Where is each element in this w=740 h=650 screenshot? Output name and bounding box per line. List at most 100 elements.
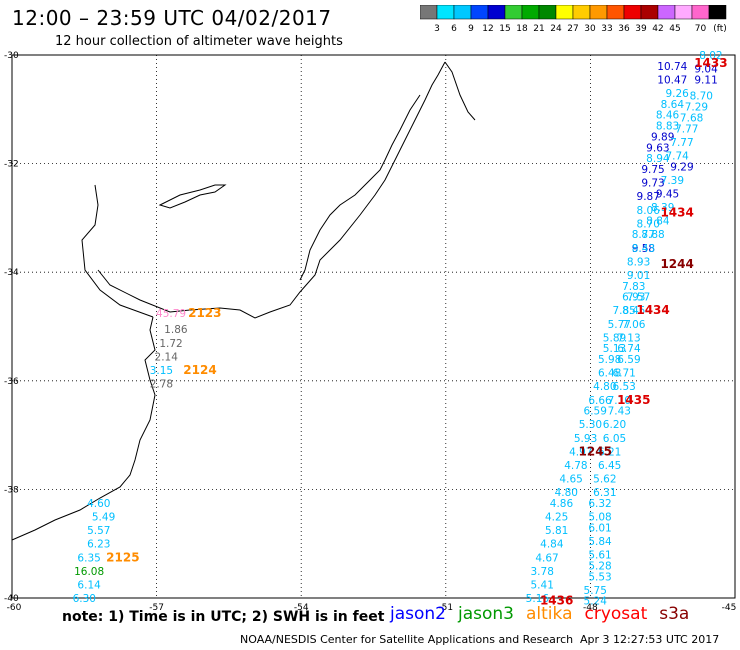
swh-value: 5.41 (531, 579, 554, 591)
map-title: 12:00 – 23:59 UTC 04/02/2017 (12, 6, 332, 30)
swh-value: 7.06 (622, 319, 646, 331)
colorbar-swatch (589, 5, 608, 20)
pass-time-label: 1244 (660, 257, 693, 271)
colorbar-label: 24 (550, 24, 562, 34)
swh-value: 6.20 (603, 419, 626, 431)
pass-time-label: 1434 (636, 303, 669, 317)
swh-value: 8.64 (661, 99, 685, 111)
pass-time-label: 1435 (617, 393, 650, 407)
swh-value: 9.45 (656, 188, 679, 200)
colorbar-label: 18 (516, 24, 528, 34)
colorbar-label: 15 (499, 24, 510, 34)
satellite-legend-altika: altika (526, 604, 573, 624)
colorbar-swatch (657, 5, 676, 20)
axis-labels: -30-32-34-36-38-40-60 -57 -54 -51 -48 -45 (4, 51, 736, 613)
swh-value: 4.67 (535, 552, 558, 564)
lagoon-mirim (158, 184, 227, 209)
colorbar-swatch (470, 5, 489, 20)
swh-value: 45.79 (156, 308, 186, 320)
colorbar-swatch (487, 5, 506, 20)
swh-value: 4.25 (545, 512, 568, 524)
swh-value: 3.15 (150, 365, 173, 377)
colorbar-label: 27 (567, 24, 578, 34)
swh-value: 8.77 (632, 229, 655, 241)
swh-value: 9.73 (641, 178, 664, 190)
swh-value: 4.86 (550, 498, 574, 510)
colorbar-label: 33 (601, 24, 612, 34)
satellite-legend-jason2: jason2 (390, 604, 446, 624)
swh-value: 8.39 (651, 202, 674, 214)
colorbar-label: 6 (451, 24, 457, 34)
swh-value: 2.14 (155, 351, 179, 363)
swh-value: 5.28 (588, 560, 611, 572)
swh-value: 9.11 (694, 74, 717, 86)
colorbar-label: 36 (618, 24, 630, 34)
colorbar-label: 45 (669, 24, 680, 34)
swh-value: 9.63 (646, 142, 669, 154)
swh-value: 5.93 (574, 433, 597, 445)
swh-value: 9.89 (651, 131, 674, 143)
lat-lon-grid (12, 55, 735, 598)
colorbar-swatch (453, 5, 472, 20)
pass-time-label: 1245 (579, 444, 612, 458)
swh-value: 8.94 (646, 153, 670, 165)
colorbar-label: 3 (434, 24, 440, 34)
swh-value: 5.49 (92, 512, 115, 524)
coastline (11, 61, 476, 541)
swh-value: 5.77 (608, 319, 631, 331)
swh-value: 5.81 (545, 525, 568, 537)
lat-label: -40 (4, 594, 19, 604)
credit-timestamp: Apr 3 12:27:53 UTC 2017 (580, 633, 720, 646)
colorbar-unit: (ft) (713, 24, 727, 34)
map-frame (11, 54, 736, 599)
swh-value: 6.53 (612, 381, 635, 393)
swh-value: 4.78 (564, 460, 587, 472)
lon-label: -60 (7, 603, 22, 613)
swh-value: 9.01 (627, 270, 650, 282)
swh-value: 6.48 (598, 368, 621, 380)
colorbar-label: 9 (468, 24, 474, 34)
coastline-uruguay-argentina (11, 61, 446, 541)
swh-value: 9.87 (637, 191, 660, 203)
swh-value: 6.59 (584, 406, 607, 418)
swh-value: 1.72 (159, 338, 182, 350)
colorbar-swatch (606, 5, 625, 20)
swh-value: 5.08 (588, 512, 611, 524)
lat-label: -36 (4, 377, 19, 387)
coastline-lagoon (299, 94, 421, 281)
swh-value: 6.35 (77, 552, 100, 564)
swh-value: 4.80 (555, 487, 578, 499)
colorbar-swatch (504, 5, 523, 20)
swh-value: 1.86 (164, 324, 188, 336)
swh-value: 8.70 (690, 91, 713, 103)
colorbar-swatch (521, 5, 540, 20)
swh-value: 9.04 (694, 64, 718, 76)
swh-value: 6.45 (598, 460, 621, 472)
swh-value: 7.39 (661, 175, 684, 187)
swh-value: 5.53 (588, 571, 611, 583)
lon-label: -45 (722, 603, 737, 613)
swh-value: 8.46 (656, 110, 680, 122)
swh-value: 4.84 (540, 539, 564, 551)
swh-value: 5.89 (603, 332, 626, 344)
swh-value: 5.30 (579, 419, 602, 431)
colorbar-swatch (691, 5, 710, 20)
colorbar-swatch (708, 5, 727, 20)
pass-time-label: 2125 (106, 550, 139, 564)
swh-value: 6.30 (73, 593, 96, 605)
lat-label: -38 (4, 485, 19, 495)
swh-value: 7.77 (675, 123, 698, 135)
swh-value: 5.75 (584, 585, 607, 597)
swh-value: 8.88 (641, 229, 664, 241)
swh-value: 7.83 (622, 281, 645, 293)
colorbar-legend: 3 6 9 12 15 18 21 24 27 30 33 36 39 42 45 70 (ft) (420, 5, 727, 34)
swh-value: 6.66 (588, 395, 612, 407)
credit-text: NOAA/NESDIS Center for Satellite Applica… (240, 633, 574, 646)
swh-value: 8.84 (646, 216, 670, 228)
swh-value: 6.93 (622, 292, 645, 304)
colorbar-swatch (436, 5, 455, 20)
swh-value: 7.74 (665, 150, 689, 162)
